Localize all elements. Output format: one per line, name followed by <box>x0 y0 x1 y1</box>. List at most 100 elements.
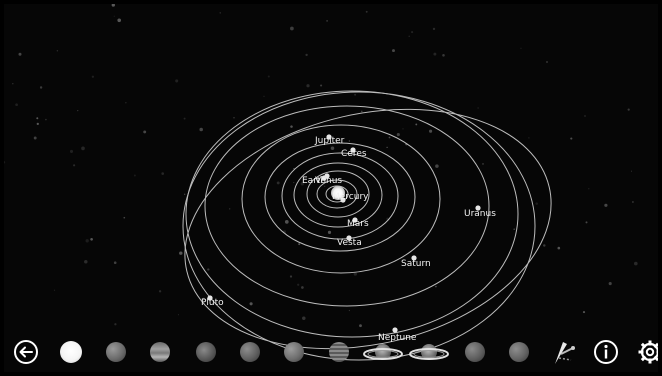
star <box>482 163 484 165</box>
star <box>392 49 395 53</box>
info-button[interactable] <box>592 338 620 366</box>
planet-marker-ceres[interactable] <box>350 147 356 153</box>
star <box>584 115 586 117</box>
star <box>320 84 323 87</box>
settings-button[interactable] <box>636 338 658 366</box>
star <box>435 164 439 168</box>
gear-icon <box>637 339 658 365</box>
star <box>543 244 546 247</box>
star <box>15 103 18 107</box>
planet-label-pluto[interactable]: Pluto <box>201 298 224 308</box>
planet-marker-vesta[interactable] <box>346 235 352 241</box>
mars-button[interactable] <box>236 338 264 366</box>
star <box>415 123 418 126</box>
star <box>627 108 630 111</box>
sun-button[interactable] <box>57 338 85 366</box>
star <box>249 302 253 306</box>
orbit-venus <box>316 179 358 209</box>
solar-system-viewport[interactable]: Jupiter Ceres Earth Venus Mercury Mars Vesta Ur… <box>4 4 658 372</box>
spacecraft-button[interactable] <box>549 338 577 366</box>
star <box>36 122 39 126</box>
star <box>298 243 301 246</box>
star <box>202 297 206 301</box>
uranus-icon <box>409 340 449 364</box>
star <box>111 4 115 7</box>
planet-marker-neptune[interactable] <box>392 327 398 333</box>
star <box>161 172 164 175</box>
star <box>388 136 391 139</box>
star <box>143 130 147 134</box>
star <box>12 83 14 85</box>
star <box>289 275 293 278</box>
planet-label-mars[interactable]: Mars <box>347 219 369 229</box>
star <box>90 237 93 241</box>
earth-button[interactable] <box>192 338 220 366</box>
back-button[interactable] <box>12 338 40 366</box>
planet-label-saturn[interactable]: Saturn <box>401 259 431 269</box>
star <box>179 251 183 255</box>
star <box>123 216 126 219</box>
info-icon <box>593 339 619 365</box>
star <box>348 140 351 142</box>
star <box>306 84 310 88</box>
star <box>585 221 588 224</box>
planet-label-earth[interactable]: Earth <box>302 176 326 186</box>
planet-marker-mars[interactable] <box>352 217 358 223</box>
planet-label-vesta[interactable]: Vesta <box>337 238 362 248</box>
star <box>634 261 638 266</box>
jupiter-icon <box>329 342 349 362</box>
orbit-ceres <box>264 142 416 252</box>
saturn-button[interactable] <box>361 338 405 366</box>
star <box>39 86 43 89</box>
star <box>361 110 363 113</box>
sun[interactable] <box>331 186 345 200</box>
star <box>353 272 357 276</box>
planet-marker-uranus[interactable] <box>475 205 481 211</box>
orbit-earth <box>306 170 370 218</box>
star <box>411 31 414 34</box>
star <box>297 283 300 286</box>
star <box>354 93 357 96</box>
planet-label-mercury[interactable]: Mercury <box>332 192 369 202</box>
star <box>53 289 56 291</box>
venus-button[interactable] <box>146 338 174 366</box>
orbit-vesta <box>281 152 399 240</box>
mercury-button[interactable] <box>102 338 130 366</box>
planet-marker-venus[interactable] <box>321 175 327 181</box>
neptune-button[interactable] <box>461 338 489 366</box>
star <box>520 47 522 50</box>
star <box>365 10 368 13</box>
star <box>570 137 573 140</box>
star <box>4 161 6 164</box>
planet-label-venus[interactable]: Venus <box>315 176 342 186</box>
star <box>402 128 404 130</box>
orbit-pluto <box>184 108 552 350</box>
star <box>276 181 280 185</box>
orbit-neptune <box>182 91 536 361</box>
mars-icon <box>240 342 260 362</box>
planet-label-neptune[interactable]: Neptune <box>378 333 417 343</box>
pluto-button[interactable] <box>505 338 533 366</box>
planet-label-uranus[interactable]: Uranus <box>464 209 496 219</box>
star <box>184 193 186 195</box>
orbit-uranus <box>185 90 519 338</box>
planet-label-jupiter[interactable]: Jupiter <box>314 136 345 146</box>
uranus-button[interactable] <box>407 338 451 366</box>
planet-marker-pluto[interactable] <box>207 295 213 301</box>
star <box>73 164 76 167</box>
star <box>513 228 515 230</box>
planet-label-ceres[interactable]: Ceres <box>341 149 367 159</box>
planet-marker-saturn[interactable] <box>411 255 417 261</box>
planet-marker-mercury[interactable] <box>340 197 346 203</box>
star <box>229 208 231 210</box>
jupiter-button[interactable] <box>325 338 353 366</box>
star <box>433 52 437 56</box>
star <box>477 107 479 109</box>
star <box>133 174 136 177</box>
star <box>219 12 221 14</box>
star <box>386 217 389 220</box>
star <box>300 182 305 186</box>
planet-marker-jupiter[interactable] <box>326 134 332 140</box>
moon-button[interactable] <box>280 338 308 366</box>
